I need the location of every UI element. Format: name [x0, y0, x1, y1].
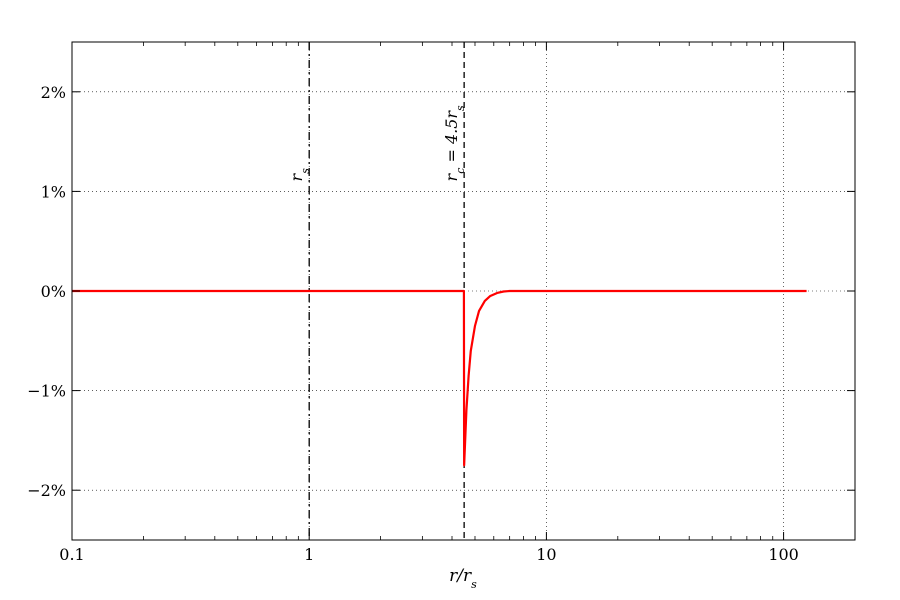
vline-label-2: rc = 4.5rs — [442, 105, 467, 182]
y-tick-label: 0% — [41, 282, 66, 301]
y-tick-label: −2% — [27, 481, 66, 500]
vline-label-1: rs — [287, 168, 312, 182]
x-axis-label: r/rs — [449, 566, 477, 591]
x-tick-label: 100 — [768, 545, 799, 564]
series-layer — [72, 289, 807, 467]
y-tick-label: −1% — [27, 382, 66, 401]
series-line-1 — [72, 289, 807, 467]
x-tick-label: 0.1 — [59, 545, 84, 564]
tick-labels: 0.1 1 10 100 2% 1% 0% −1% −2% — [27, 83, 799, 564]
x-tick-label: 10 — [536, 545, 556, 564]
y-tick-label: 2% — [41, 83, 66, 102]
ticks — [71, 42, 856, 540]
x-tick-label: 1 — [304, 545, 314, 564]
y-tick-label: 1% — [41, 182, 66, 201]
